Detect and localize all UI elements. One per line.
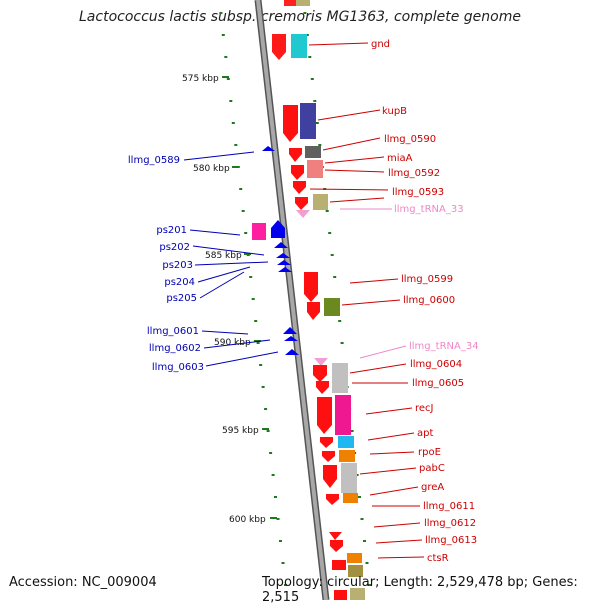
trna-label: llmg_tRNA_33	[394, 204, 464, 215]
gene-label: llmg_0599	[401, 274, 453, 285]
forward-genes	[272, 0, 365, 600]
ruler-dot	[355, 474, 359, 476]
ruler-major-tick	[262, 428, 269, 430]
gene-label: apt	[417, 428, 433, 439]
ruler-dot	[261, 386, 265, 388]
leader-lines	[183, 42, 425, 559]
ruler-dot	[271, 474, 275, 476]
gene-label: llmg_0602	[149, 343, 201, 354]
ruler-dot	[358, 496, 361, 498]
ruler-dot	[333, 276, 337, 278]
reverse-genes	[252, 146, 299, 355]
gene-label: llmg_0590	[384, 134, 436, 145]
gene-label: llmg_0612	[424, 518, 476, 529]
gene-label: llmg_0605	[412, 378, 464, 389]
gene-label: pabC	[419, 463, 445, 474]
gene-label: llmg_0601	[147, 326, 199, 337]
gene-label: ps205	[166, 293, 197, 304]
ruler-dot	[251, 298, 255, 300]
ruler-dot	[259, 364, 263, 366]
gene-label: llmg_0592	[388, 168, 440, 179]
scale-label-575: 575 kbp	[182, 74, 219, 84]
ruler-dot	[363, 540, 366, 542]
ruler-major-tick	[222, 76, 229, 78]
gene-label: llmg_0613	[425, 535, 477, 546]
ruler-dot	[279, 540, 282, 542]
gene-label: ps203	[162, 260, 193, 271]
gene-label: llmg_0600	[403, 295, 455, 306]
gene-label: llmg_0589	[128, 155, 180, 166]
ruler-dot	[360, 518, 364, 520]
ruler-dot	[249, 276, 253, 278]
ruler-dot	[274, 496, 277, 498]
gene-label: ps204	[164, 277, 195, 288]
gene-label: recJ	[415, 403, 434, 414]
gene-label: gnd	[371, 39, 390, 50]
ruler-dot	[281, 562, 285, 564]
forward-gene-labels: gnd kupB llmg_0590 miaA llmg_0592 llmg_0…	[371, 39, 479, 564]
ruler-dot	[221, 34, 225, 36]
ruler-dot	[239, 188, 243, 190]
ruler-dot	[328, 232, 332, 234]
ruler-dot	[305, 34, 309, 36]
ruler-dot	[229, 100, 233, 102]
ruler-dot	[308, 56, 312, 58]
ruler-dot	[310, 78, 314, 80]
ruler-dot	[244, 232, 248, 234]
ruler-dot	[269, 452, 273, 454]
gene-label: llmg_0593	[392, 187, 444, 198]
ruler-dot	[338, 320, 342, 322]
ruler-dot	[264, 408, 268, 410]
ruler-dot	[234, 144, 238, 146]
gene-label: kupB	[382, 106, 407, 117]
ruler-dot	[330, 254, 334, 256]
gene-label: llmg_0611	[423, 501, 475, 512]
ruler-major-tick	[232, 166, 239, 168]
ruler-dot	[276, 518, 280, 520]
ruler-dot	[350, 430, 354, 432]
ruler-dot	[284, 584, 287, 586]
gene-label: ps202	[159, 242, 190, 253]
ruler-dot	[224, 56, 228, 58]
scale-labels: 575 kbp 580 kbp 585 kbp 590 kbp 595 kbp …	[182, 74, 266, 525]
reverse-gene-labels: llmg_0589 ps201 ps202 ps203 ps204 ps205 …	[128, 155, 204, 373]
ruler-dot	[315, 122, 319, 124]
gene-label: miaA	[387, 153, 413, 164]
ruler-dot	[266, 430, 270, 432]
map-title: Lactococcus lactis subsp. cremoris MG136…	[79, 9, 521, 25]
topology-text: Topology: circular; Length: 2,529,478 bp…	[262, 575, 578, 605]
ruler-dot	[226, 78, 230, 80]
ruler-major-tick	[244, 253, 251, 255]
ruler-dot	[325, 210, 329, 212]
ruler-dot	[303, 12, 307, 14]
accession-text: Accession: NC_009004	[9, 575, 157, 590]
ruler-major-tick	[254, 340, 261, 342]
gene-label: ctsR	[427, 553, 449, 564]
ruler-dot	[365, 562, 369, 564]
gene-label: llmg_0604	[410, 359, 462, 370]
gene-label: greA	[421, 482, 444, 493]
scale-label-590: 590 kbp	[214, 338, 251, 348]
ruler-dot	[318, 144, 322, 146]
trna-label: llmg_tRNA_34	[409, 341, 479, 352]
scale-label-585: 585 kbp	[205, 251, 242, 261]
ruler-dot	[254, 320, 258, 322]
ruler-dot	[256, 342, 260, 344]
ruler-major-tick	[270, 517, 277, 519]
ruler-dot	[219, 12, 223, 14]
scale-label-580: 580 kbp	[193, 164, 230, 174]
ruler-dot	[231, 122, 235, 124]
scale-label-600: 600 kbp	[229, 515, 266, 525]
gene-label: ps201	[156, 225, 187, 236]
ruler-dot	[241, 210, 245, 212]
ruler-dot	[340, 342, 344, 344]
gene-label: llmg_0603	[152, 362, 204, 373]
ruler-dot	[313, 100, 317, 102]
ruler-dot	[368, 584, 371, 586]
scale-label-595: 595 kbp	[222, 426, 259, 436]
gene-label: rpoE	[418, 447, 441, 458]
